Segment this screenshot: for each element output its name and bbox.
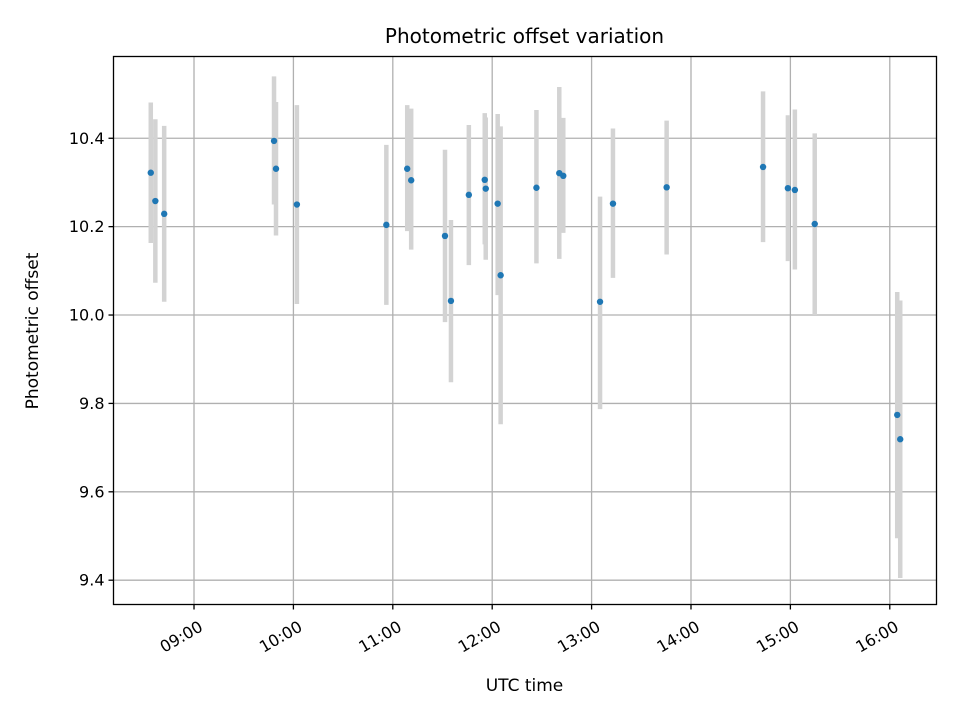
y-tick-label: 9.4: [79, 571, 104, 590]
data-point: [897, 436, 904, 443]
grid-layer: [113, 56, 937, 605]
data-point: [481, 176, 488, 183]
data-point: [465, 191, 473, 199]
data-point: [759, 163, 767, 171]
data-point: [407, 177, 415, 184]
data-point: [596, 298, 604, 305]
point-layer: [147, 137, 904, 443]
data-point: [147, 169, 154, 176]
data-point: [560, 172, 567, 180]
x-axis-title: UTC time: [486, 676, 564, 696]
data-point: [784, 184, 792, 192]
data-point: [152, 197, 159, 205]
data-point: [811, 220, 818, 228]
data-point: [663, 184, 670, 191]
data-point: [482, 185, 489, 192]
data-point: [791, 186, 799, 194]
y-tick-label: 10.2: [69, 217, 105, 236]
data-point: [383, 221, 390, 229]
data-point: [293, 201, 301, 208]
chart-title: Photometric offset variation: [385, 24, 664, 48]
data-point: [160, 210, 168, 218]
data-point: [272, 165, 280, 172]
y-tick-label: 9.6: [79, 482, 104, 501]
y-axis-title: Photometric offset: [23, 252, 43, 409]
y-tick-label: 10.0: [69, 306, 105, 325]
data-point: [447, 297, 455, 305]
plot-area-frame: [112, 55, 938, 606]
data-point: [609, 200, 617, 207]
y-tick-label: 10.4: [69, 129, 105, 148]
data-point: [270, 137, 278, 145]
data-point: [894, 411, 901, 419]
data-point: [533, 184, 540, 191]
data-point: [494, 200, 501, 207]
data-point: [441, 232, 449, 240]
data-point: [497, 272, 504, 279]
data-point: [404, 165, 411, 172]
y-tick-label: 9.8: [79, 394, 104, 413]
